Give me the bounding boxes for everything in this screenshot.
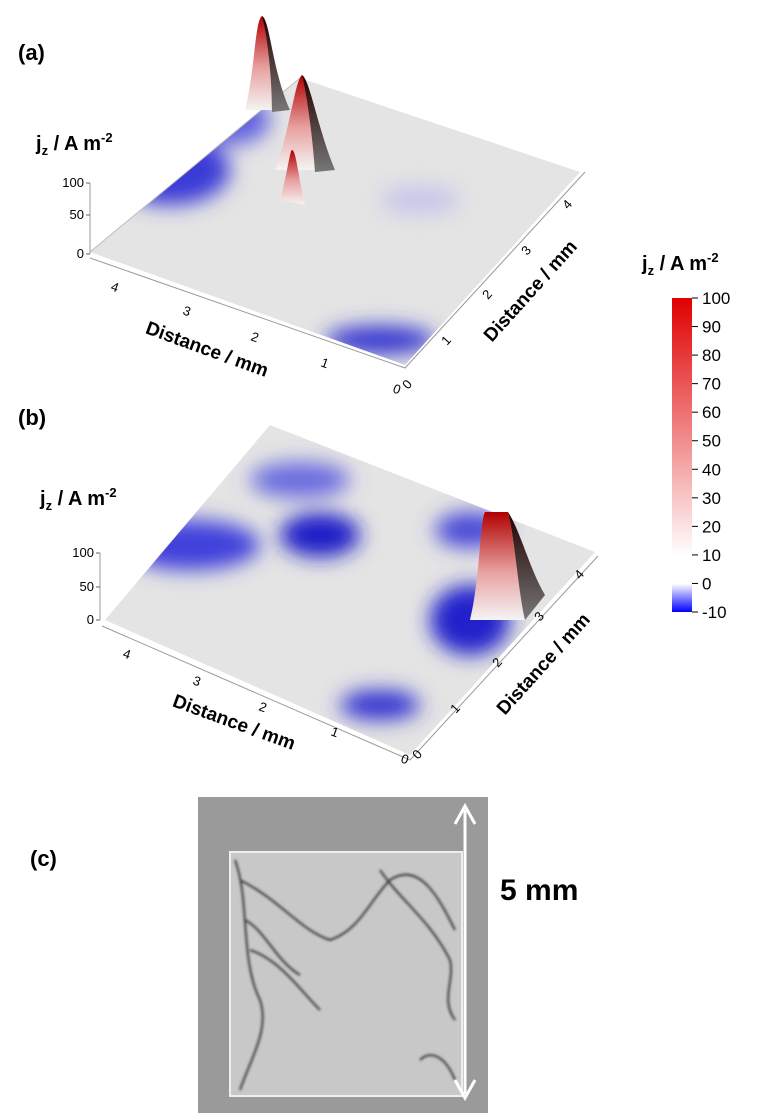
tick-label: 2 <box>479 287 495 302</box>
tick-label: 0 <box>77 246 84 261</box>
panel-label: (b) <box>18 405 46 430</box>
symbol: j <box>39 488 46 510</box>
tick-label: 4 <box>121 646 133 663</box>
tick-label: 100 <box>72 545 94 560</box>
tick-label: 30 <box>702 489 721 508</box>
surface-b <box>105 425 595 755</box>
panel-label: (c) <box>30 846 57 871</box>
tick-label: 0 <box>87 612 94 627</box>
subscript: z <box>42 143 49 158</box>
axis-line <box>101 555 599 761</box>
tick-label: 0 <box>409 747 425 762</box>
axis-title: jz / A m-2 <box>641 250 719 278</box>
tick-label: 90 <box>702 318 721 337</box>
axis-title: Distance / mm <box>143 318 271 382</box>
tick-label: 50 <box>70 207 84 222</box>
tick-label: 100 <box>62 175 84 190</box>
tick-label: 60 <box>702 403 721 422</box>
exponent: -2 <box>105 485 117 500</box>
exponent: -2 <box>101 130 113 145</box>
tick-label: 20 <box>702 517 721 536</box>
scale-label: 5 mm <box>500 874 578 907</box>
symbol: j <box>641 253 648 275</box>
tick-label: 100 <box>702 289 730 308</box>
tick-label: 50 <box>702 432 721 451</box>
tick-label: 40 <box>702 460 721 479</box>
tick-label: 3 <box>191 673 203 690</box>
tick-label: 2 <box>257 699 269 716</box>
colorbar <box>672 298 692 612</box>
tick-label: 1 <box>319 355 331 372</box>
axis-title: Distance / mm <box>170 691 298 755</box>
axis-title: jz / A m-2 <box>35 130 113 158</box>
tick-label: -10 <box>702 603 727 622</box>
tick-label: 10 <box>702 546 721 565</box>
tick-label: 50 <box>80 579 94 594</box>
tick-label: 0 <box>702 574 711 593</box>
tick-label: 70 <box>702 375 721 394</box>
unit: / A m <box>654 253 707 275</box>
tick-label: 0 <box>399 377 415 392</box>
axis-line <box>89 171 586 369</box>
tick-label: 0 <box>399 751 411 768</box>
unit: / A m <box>48 133 101 155</box>
tick-label: 3 <box>181 303 193 320</box>
panel-label: (a) <box>18 40 45 65</box>
subscript: z <box>46 498 53 513</box>
unit: / A m <box>52 488 105 510</box>
tick-label: 3 <box>518 243 534 258</box>
axis-title: jz / A m-2 <box>39 485 117 513</box>
tick-label: 1 <box>438 333 454 348</box>
subscript: z <box>648 263 655 278</box>
tick-label: 2 <box>249 329 261 346</box>
tick-label: 4 <box>559 197 575 212</box>
symbol: j <box>35 133 42 155</box>
tick-label: 0 <box>391 381 403 398</box>
photo <box>198 797 488 1113</box>
exponent: -2 <box>707 250 719 265</box>
tick-label: 1 <box>329 724 341 741</box>
tick-label: 80 <box>702 346 721 365</box>
tick-label: 4 <box>109 279 121 296</box>
